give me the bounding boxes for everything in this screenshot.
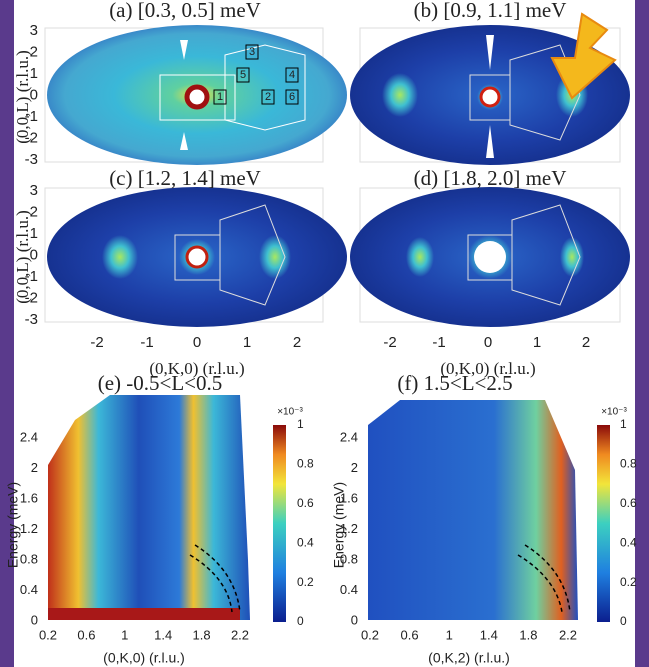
y-tick-label: 2 bbox=[351, 460, 358, 475]
y-axis-label: Energy (meV) bbox=[5, 482, 21, 568]
x-axis-label: (0,K,2) (r.l.u.) bbox=[428, 650, 510, 666]
panel-title: (f) 1.5<L<2.5 bbox=[397, 371, 512, 395]
colorbar-tick-label: 0 bbox=[620, 614, 627, 628]
marker-label: 5 bbox=[240, 69, 246, 81]
marker-label: 4 bbox=[289, 69, 295, 81]
y-tick-label: 0 bbox=[31, 612, 38, 627]
x-tick-label: 2.2 bbox=[559, 627, 577, 642]
colorbar bbox=[597, 425, 610, 622]
map-c bbox=[45, 187, 347, 327]
x-tick-label: 1.4 bbox=[154, 627, 172, 642]
x-tick-label: 2 bbox=[582, 334, 590, 351]
x-tick-label: -1 bbox=[140, 334, 153, 351]
colorbar-tick-label: 0.2 bbox=[297, 575, 314, 589]
x-tick-label: 1 bbox=[243, 334, 251, 351]
figure: (a) [0.3, 0.5] meV (b) [0.9, 1.1] meV (c) … bbox=[0, 0, 649, 667]
x-tick-label: 0.6 bbox=[401, 627, 419, 642]
y-axis-label: (0,0,L) (r.l.u.) bbox=[13, 50, 32, 143]
x-tick-label: -2 bbox=[383, 334, 396, 351]
colorbar-tick-label: 0.8 bbox=[297, 457, 314, 471]
x-tick-label: 0.6 bbox=[77, 627, 95, 642]
y-tick-label: 3 bbox=[30, 182, 38, 199]
y-tick-label: 2 bbox=[31, 460, 38, 475]
y-tick-label: 3 bbox=[30, 22, 38, 39]
x-tick-label: 0 bbox=[484, 334, 492, 351]
x-tick-label: 1.8 bbox=[519, 627, 537, 642]
marker-label: 1 bbox=[217, 91, 223, 103]
x-tick-label: 1 bbox=[121, 627, 128, 642]
x-tick-label: -1 bbox=[432, 334, 445, 351]
y-tick-label: 0.4 bbox=[340, 582, 358, 597]
colorbar-exponent: ×10⁻³ bbox=[277, 407, 303, 418]
y-tick-label: 0 bbox=[351, 612, 358, 627]
x-tick-label: 1.4 bbox=[480, 627, 498, 642]
y-tick-label: 2.4 bbox=[20, 429, 38, 444]
x-tick-label: 2 bbox=[293, 334, 301, 351]
x-tick-label: 1 bbox=[533, 334, 541, 351]
y-tick-label: 1.2 bbox=[20, 521, 38, 536]
colorbar bbox=[273, 425, 286, 622]
colorbar-tick-label: 0.4 bbox=[620, 535, 637, 549]
colorbar-tick-label: 0.8 bbox=[620, 457, 637, 471]
y-tick-label: -3 bbox=[25, 151, 38, 168]
y-tick-label: 0.8 bbox=[20, 551, 38, 566]
y-axis-label: (0,0,L) (r.l.u.) bbox=[13, 210, 32, 303]
panel-title: (a) [0.3, 0.5] meV bbox=[109, 0, 261, 22]
panel-title: (e) -0.5<L<0.5 bbox=[98, 371, 223, 395]
map-b bbox=[350, 14, 630, 165]
y-tick-label: 1.6 bbox=[20, 490, 38, 505]
map-f bbox=[368, 400, 578, 620]
map-d bbox=[350, 187, 630, 327]
x-tick-label: 0.2 bbox=[361, 627, 379, 642]
colorbar-tick-label: 0 bbox=[297, 614, 304, 628]
colorbar-tick-label: 0.6 bbox=[297, 496, 314, 510]
panel-title: (b) [0.9, 1.1] meV bbox=[414, 0, 567, 22]
x-tick-label: -2 bbox=[90, 334, 103, 351]
panel-title: (c) [1.2, 1.4] meV bbox=[109, 166, 261, 190]
panel-title: (d) [1.8, 2.0] meV bbox=[414, 166, 567, 190]
x-tick-label: 2.2 bbox=[231, 627, 249, 642]
y-tick-label: -3 bbox=[25, 311, 38, 328]
y-axis-label: Energy (meV) bbox=[331, 482, 347, 568]
marker-label: 2 bbox=[265, 91, 271, 103]
map-a bbox=[45, 25, 347, 165]
y-tick-label: 2.4 bbox=[340, 429, 358, 444]
marker-label: 3 bbox=[249, 46, 255, 58]
x-tick-label: 0 bbox=[193, 334, 201, 351]
marker-label: 6 bbox=[289, 91, 295, 103]
colorbar-tick-label: 1 bbox=[297, 417, 304, 431]
x-tick-label: 1.8 bbox=[193, 627, 211, 642]
x-tick-label: 1 bbox=[446, 627, 453, 642]
map-e bbox=[48, 395, 250, 620]
y-tick-label: 0.4 bbox=[20, 582, 38, 597]
x-axis-label: (0,K,0) (r.l.u.) bbox=[103, 650, 185, 666]
colorbar-tick-label: 0.6 bbox=[620, 496, 637, 510]
x-tick-label: 0.2 bbox=[39, 627, 57, 642]
colorbar-tick-label: 0.4 bbox=[297, 535, 314, 549]
colorbar-tick-label: 1 bbox=[620, 417, 627, 431]
colorbar-tick-label: 0.2 bbox=[620, 575, 637, 589]
colorbar-exponent: ×10⁻³ bbox=[601, 407, 627, 418]
